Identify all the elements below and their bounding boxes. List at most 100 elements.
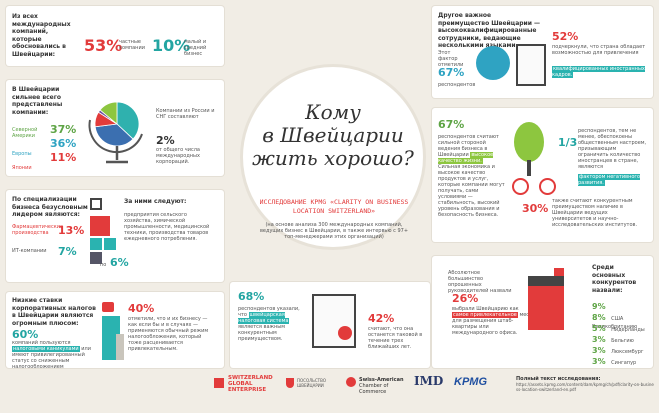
logo-imd: IMD [414,372,444,406]
pie-slices [94,101,140,147]
p6-heading: Другое важное преимущество Швейцарии — в… [438,12,541,49]
p3-row-1-value: 7% [58,245,77,258]
p8-stat-text: выбрали Швейцарию как самое привлекатель… [452,306,536,336]
document-icon [312,294,356,348]
p8-stat-hl: самое привлекательное [452,312,518,318]
seal-icon [338,326,352,340]
passport-icon [516,44,546,86]
competitor-value: 5% [592,324,606,333]
p5-stat-b-text: считают, что она останется таковой в теч… [368,326,423,350]
globe-icon [476,46,510,80]
p1-stat-b-label: малый и средний бизнес [184,39,207,57]
p7-stat-c-text: также считают конкурентным преимуществом… [552,198,638,228]
p7-stat-c-value: 30% [522,202,549,215]
p4-stat-a-text-1: компаний пользуются [12,340,71,346]
competitor-label: Люксембург [611,349,644,355]
p5-stat-b-value: 42% [368,312,395,325]
competitors-list: 9% Великобританию 8% США 5% Нидерланды 3… [592,294,652,366]
p2-heading: В Швейцарии сильнее всего представлены к… [12,86,63,116]
competitor-value: 3% [592,346,606,355]
panel-international-companies: Из всех международных компаний, которые … [6,6,224,66]
panel-taxes: Низкие ставки корпоративных налогов в Шв… [6,292,224,370]
building-icon [528,286,564,330]
title-line-3: жить хорошо? [252,146,414,170]
p6-stat-a-prefix: Этот фактор отметили [438,50,464,68]
p3-heading: По специализации бизнеса безусловным лид… [12,196,88,218]
gift-icon [102,302,114,312]
p3-row-1-label: ИТ-компании [12,248,47,254]
study-title: ИССЛЕДОВАНИЕ KPMG «CLARITY ON BUSINESS L… [259,198,409,215]
swiss-cross-icon [214,378,224,388]
source-heading: Полный текст исследования: [516,376,601,382]
panel-tax-system: 68% респондентов указали, что швейцарска… [230,282,430,368]
competitor-row: 5% Нидерланды [592,316,652,333]
p6-stat-b-text: подчеркнули, что страна обладает возможн… [552,44,646,56]
p5-stat-text: респондентов указали, что швейцарская на… [238,306,304,342]
p2-row-0-label: Северной Америки [12,127,38,139]
globe-stand [106,146,128,164]
p6-stat-a-value: 67% [438,66,465,79]
tree-icon [514,122,544,162]
logo-kpmg: KPMG [454,372,504,406]
p4-stat-a-value: 60% [12,328,39,341]
panel-specialization: По специализации бизнеса безусловным лид… [6,190,224,282]
p3-bottom-value: 6% [110,256,129,269]
pie-slice-0 [116,101,140,140]
p2-row-1-value: 36% [50,137,77,150]
teal-pillar [102,316,120,360]
logo-kpmg-text: KPMG [454,376,487,388]
competitor-label: Бельгию [611,338,634,344]
study-sub: (на основе анализа 300 международных ком… [259,222,409,240]
logo-sge: SWITZERLAND GLOBAL ENTERPRISE [214,372,280,406]
competitor-label: Нидерланды [611,327,645,333]
panel-staff: Другое важное преимущество Швейцарии — в… [432,6,653,98]
logo-chamber-l2: Chamber of Commerce [359,383,389,395]
p5-stat-text-1: респондентов указали, что [238,306,300,318]
p7-stat-b-frac: 1/3 [558,136,578,149]
checkbox-icon [90,198,102,210]
block-red [90,216,110,236]
logo-embassy-text: ПОСОЛЬСТВО ШВЕЙЦАРИИ [297,378,326,388]
tree-trunk [527,160,531,176]
p4-stat-a-hl: налоговыми каникулами [12,346,80,352]
p8-stat-text-2: место для размещения штаб-квартиры или м… [452,312,535,336]
p2-row-1-label: Европы [12,151,32,157]
p6-stat-b-hl: квалифицированных иностранных кадров. [552,66,646,78]
p6-stat-a-label: респондентов [438,82,476,88]
p1-stat-b-value: 10% [152,36,191,55]
block-dark [90,252,102,264]
panel-regions: В Швейцарии сильнее всего представлены к… [6,80,224,176]
chamber-icon [346,377,356,387]
logo-embassy: ПОСОЛЬСТВО ШВЕЙЦАРИИ [286,372,346,406]
p6-stat-b-value: 52% [552,30,579,43]
p8-stat-text-1: выбрали Швейцарию как [452,306,519,312]
p3-bottom-prefix: по [100,262,107,268]
competitor-row: 3% Бельгию [592,327,652,344]
competitor-value: 8% [592,313,606,322]
competitor-value: 3% [592,335,606,344]
p2-row-1: Европы 36% [12,137,78,159]
bicycle-wheel-left [512,178,529,195]
p4-text-a: Низкие ставки корпоративных налогов в Шв… [12,297,96,327]
title-circle: Кому в Швейцарии жить хорошо? [240,64,426,250]
p2-row-2-label: Японии [12,165,32,171]
p2-russia-suffix: от общего числа международных корпораций… [156,147,200,165]
p2-russia-value: 2% [156,134,175,147]
p3-next-text: предприятия сельского хозяйства, химичес… [124,212,210,242]
source-block: Полный текст исследования: https://asset… [516,376,654,392]
p6-stat-b-hl-text: квалифицированных иностранных кадров. [552,66,645,78]
p5-stat-text-2: является важным конкурентным преимуществ… [238,324,285,342]
logo-sge-l1: SWITZERLAND [228,375,273,381]
competitor-label: Великобританию [592,324,638,330]
p7-stat-a-text-1: респондентов считают сильной стороной ве… [438,134,499,158]
title: Кому в Швейцарии жить хорошо? [243,101,423,170]
p5-stat-value: 68% [238,290,265,303]
p5-stat-hl: швейцарская налоговая система [238,312,290,324]
embassy-crest-icon [286,378,294,388]
building-roof [528,276,564,286]
p4-stat-b-text: отметили, что и их бизнесу — как если бы… [128,316,209,352]
panel-quality-of-life: 67% респондентов считают сильной стороно… [432,108,653,242]
source-url[interactable]: https://assets.kpmg.com/content/dam/kpmg… [516,382,654,392]
panel-headquarters: Абсолютное большинство опрошенных руково… [432,256,653,368]
competitor-label: США [611,316,624,322]
